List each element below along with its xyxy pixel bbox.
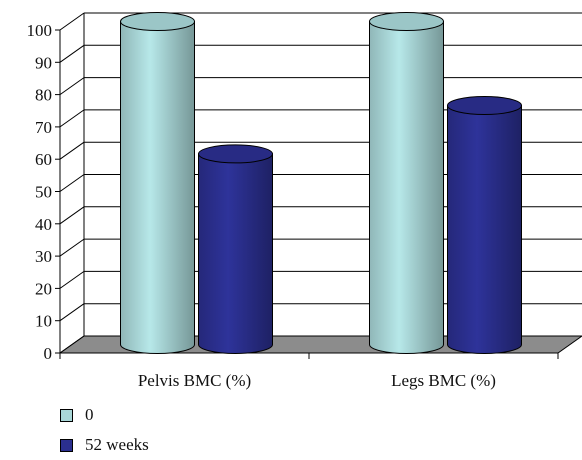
y-tick-label: 50 [35, 183, 52, 202]
legend-item-series-1: 52 weeks [60, 430, 149, 460]
chart-legend: 0 52 weeks [60, 400, 149, 460]
bar-top [370, 13, 444, 31]
bar [370, 13, 444, 354]
bar-top [121, 13, 195, 31]
bar-body [199, 154, 273, 354]
y-tick-label: 30 [35, 247, 52, 266]
grid-slant [60, 45, 84, 62]
grid-slant [60, 142, 84, 159]
grid-slant [60, 110, 84, 127]
bar-top [199, 145, 273, 163]
y-tick-label: 40 [35, 215, 52, 234]
y-tick-label: 80 [35, 86, 52, 105]
y-tick-label: 70 [35, 118, 52, 137]
y-tick-label: 60 [35, 150, 52, 169]
grid-slant [60, 239, 84, 256]
bar [199, 145, 273, 354]
grid-slant [60, 13, 84, 30]
legend-label-series-1: 52 weeks [85, 435, 149, 455]
grid-slant [60, 271, 84, 288]
x-category-label: Legs BMC (%) [391, 371, 496, 390]
grid-slant [60, 207, 84, 224]
legend-label-series-0: 0 [85, 405, 94, 425]
grid-slant [60, 175, 84, 192]
grid-slant [60, 304, 84, 321]
legend-item-series-0: 0 [60, 400, 149, 430]
grid-slant [60, 78, 84, 95]
legend-swatch-series-1 [60, 439, 73, 452]
y-tick-label: 20 [35, 279, 52, 298]
y-tick-label: 0 [44, 344, 53, 363]
y-tick-label: 100 [27, 21, 53, 40]
legend-swatch-series-0 [60, 409, 73, 422]
bar [448, 96, 522, 353]
y-tick-label: 90 [35, 53, 52, 72]
y-tick-label: 10 [35, 312, 52, 331]
x-category-label: Pelvis BMC (%) [138, 371, 251, 390]
bar-body [121, 22, 195, 354]
bar-body [370, 22, 444, 354]
bar-body [448, 105, 522, 353]
bar-top [448, 96, 522, 114]
bar [121, 13, 195, 354]
